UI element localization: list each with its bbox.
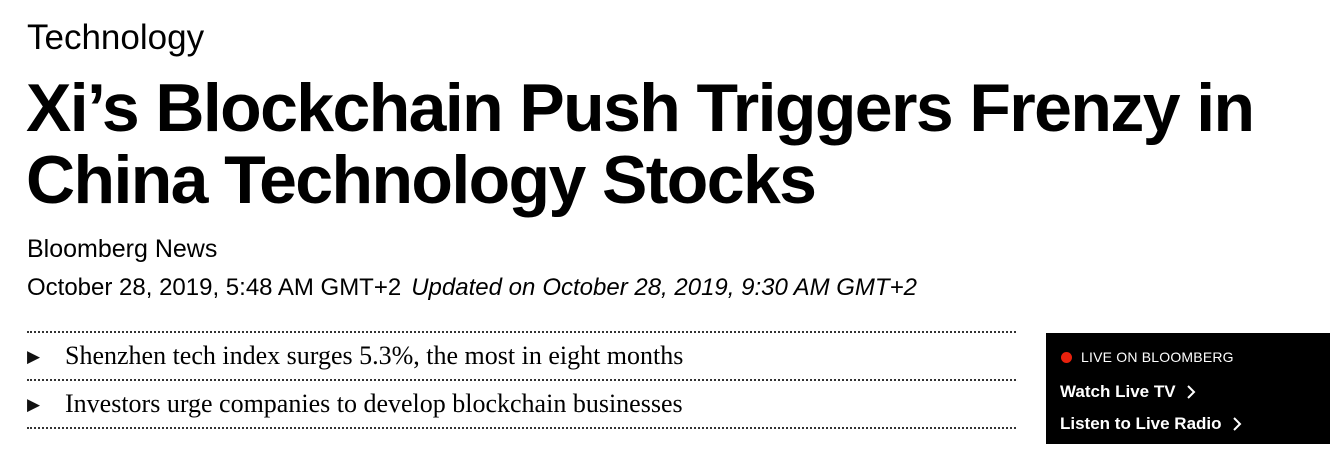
live-header-label: LIVE ON BLOOMBERG [1081, 349, 1234, 365]
watch-live-tv-link[interactable]: Watch Live TV [1060, 381, 1196, 403]
updated-timestamp: October 28, 2019, 9:30 AM GMT+2 [542, 274, 917, 301]
bullet-arrow-icon: ▶ [27, 394, 41, 414]
published-timestamp: October 28, 2019, 5:48 AM GMT+2 [27, 274, 402, 301]
headline-line-1: Xi’s Blockchain Push Triggers Frenzy in [26, 70, 1255, 146]
listen-live-radio-label: Listen to Live Radio [1060, 414, 1222, 433]
article-abstract: ▶ Shenzhen tech index surges 5.3%, the m… [27, 331, 1016, 429]
live-indicator-icon [1061, 351, 1072, 363]
abstract-item-text: Investors urge companies to develop bloc… [65, 389, 683, 418]
abstract-item: ▶ Investors urge companies to develop bl… [27, 381, 1016, 429]
updated-label: Updated on [411, 274, 536, 301]
live-on-bloomberg-panel: LIVE ON BLOOMBERG Watch Live TV Listen t… [1046, 333, 1330, 444]
article-byline[interactable]: Bloomberg News [27, 235, 218, 263]
bullet-arrow-icon: ▶ [27, 346, 41, 366]
article-dateline: October 28, 2019, 5:48 AM GMT+2 Updated o… [27, 273, 917, 303]
abstract-item: ▶ Shenzhen tech index surges 5.3%, the m… [27, 333, 1016, 381]
chevron-right-icon [1186, 384, 1196, 400]
headline-line-2: China Technology Stocks [26, 142, 817, 218]
live-header: LIVE ON BLOOMBERG [1061, 348, 1234, 366]
chevron-right-icon [1232, 416, 1242, 432]
watch-live-tv-label: Watch Live TV [1060, 382, 1176, 401]
article-headline: Xi’s Blockchain Push Triggers Frenzy in … [26, 72, 1326, 216]
article-category[interactable]: Technology [27, 18, 205, 57]
abstract-item-text: Shenzhen tech index surges 5.3%, the mos… [65, 341, 684, 370]
listen-live-radio-link[interactable]: Listen to Live Radio [1060, 413, 1242, 435]
